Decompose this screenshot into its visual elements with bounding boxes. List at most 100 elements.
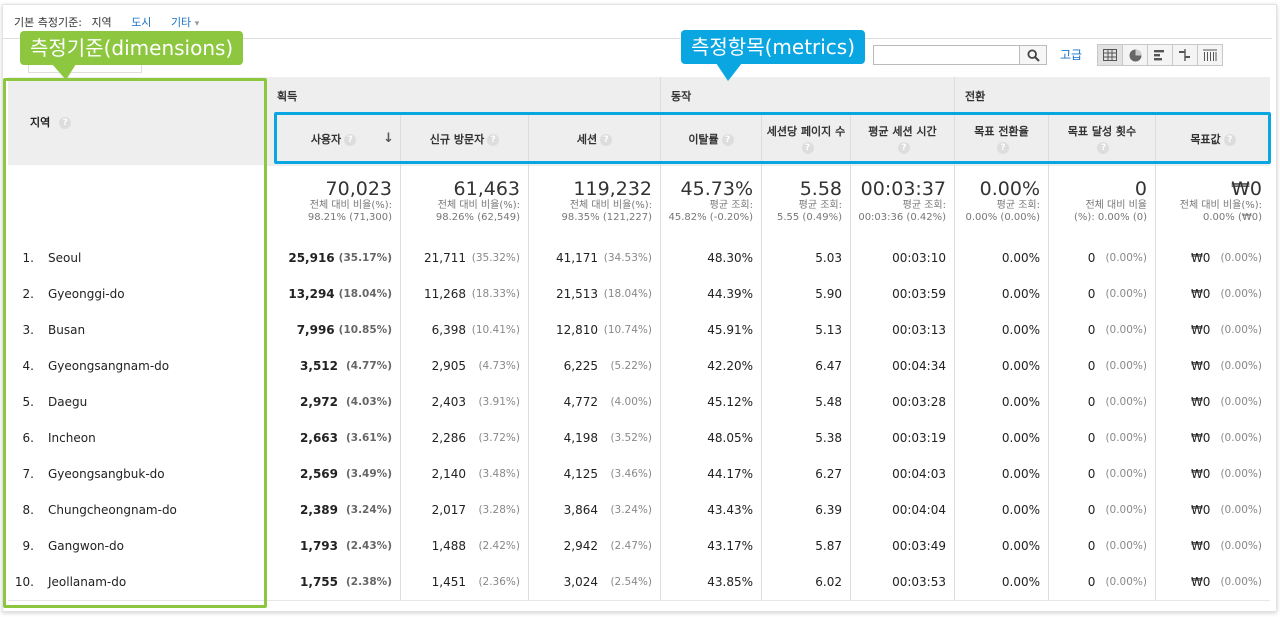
header-bounce-rate[interactable]: 이탈률? xyxy=(661,113,762,166)
cell-value: 7,996 xyxy=(296,323,335,337)
table-row: 7. Gyeongsangbuk-do 2,569 (3.49%) 2,140 (3.48… xyxy=(8,456,1270,493)
cell-sessions: 12,810 (10.74%) xyxy=(529,312,661,348)
cell-value: 5.13 xyxy=(815,323,842,337)
help-icon[interactable]: ? xyxy=(1223,133,1236,146)
cell-value: 2,017 xyxy=(431,503,466,517)
help-icon[interactable]: ? xyxy=(344,133,357,146)
cell-sessions: 2,942 (2.47%) xyxy=(529,528,661,564)
total-sub-label: 전체 대비 비율(%): xyxy=(309,200,392,211)
advanced-filter-link[interactable]: 고급 xyxy=(1060,48,1083,62)
cell-value: 2,286 xyxy=(431,431,466,445)
cell-value: 0 xyxy=(1087,575,1096,589)
header-sessions-label: 세션 xyxy=(576,132,598,146)
cell-percent: (0.00%) xyxy=(1220,360,1262,372)
search-input[interactable] xyxy=(873,45,1019,65)
region-link[interactable]: Incheon xyxy=(48,431,96,445)
region-link[interactable]: Gyeongsangnam-do xyxy=(48,359,170,373)
dimension-column-header[interactable]: 지역? xyxy=(8,77,268,165)
cell-value: 0 xyxy=(1087,287,1096,301)
pie-view-button[interactable] xyxy=(1122,44,1148,66)
comparison-view-button[interactable] xyxy=(1172,44,1198,66)
cell-avg-session-duration: 00:03:53 xyxy=(851,564,955,600)
cell-percent: (0.00%) xyxy=(1220,468,1262,480)
header-users[interactable]: 사용자? ↓ xyxy=(267,113,401,166)
cell-goal-value: ₩0 (0.00%) xyxy=(1156,276,1270,312)
region-link[interactable]: Jeollanam-do xyxy=(48,575,127,589)
header-avg-session-duration[interactable]: 평균 세션 시간? xyxy=(851,113,955,166)
cell-goal-completions: 0 (0.00%) xyxy=(1049,312,1156,348)
help-icon[interactable]: ? xyxy=(897,141,910,154)
bar-view-button[interactable] xyxy=(1147,44,1173,66)
cell-value: 6.39 xyxy=(815,503,842,517)
cell-value: 0 xyxy=(1087,431,1096,445)
search-button[interactable] xyxy=(1019,45,1047,65)
cell-users: 2,389 (3.24%) xyxy=(267,492,401,528)
cell-value: 6.02 xyxy=(815,575,842,589)
header-goal-value[interactable]: 목표값? xyxy=(1156,113,1270,166)
header-goal-completions[interactable]: 목표 달성 횟수? xyxy=(1049,113,1156,166)
cell-percent: (18.04%) xyxy=(338,288,392,300)
cell-value: 0 xyxy=(1087,395,1096,409)
cell-value: ₩0 xyxy=(1190,539,1211,553)
help-icon[interactable]: ? xyxy=(721,133,734,146)
cell-percent: (0.00%) xyxy=(1220,540,1262,552)
region-link[interactable]: Busan xyxy=(48,323,86,337)
help-icon[interactable]: ? xyxy=(997,141,1009,154)
pivot-view-button[interactable] xyxy=(1197,44,1223,66)
header-new-users[interactable]: 신규 방문자? xyxy=(401,113,529,166)
dimension-link-city[interactable]: 도시 xyxy=(131,16,152,29)
cell-percent: (3.28%) xyxy=(478,504,520,516)
region-link[interactable]: Gangwon-do xyxy=(48,539,124,553)
table-row: 8. Chungcheongnam-do 2,389 (3.24%) 2,017 (3.2… xyxy=(8,492,1270,529)
cell-goal-value: ₩0 (0.00%) xyxy=(1156,240,1270,276)
cell-avg-session-duration: 00:04:03 xyxy=(851,456,955,492)
table-view-button[interactable] xyxy=(1097,44,1123,66)
cell-value: 0 xyxy=(1087,251,1096,265)
cell-new-users: 1,451 (2.36%) xyxy=(401,564,529,600)
metrics-callout: 측정항목(metrics) xyxy=(681,30,866,64)
dimension-link-other-label: 기타 xyxy=(170,16,192,29)
cell-value: 45.12% xyxy=(707,395,753,409)
comparison-view-icon xyxy=(1179,49,1190,61)
cell-value: 5.48 xyxy=(815,395,842,409)
cell-value: 43.17% xyxy=(707,539,753,553)
cell-percent: (2.47%) xyxy=(610,540,652,552)
cell-value: 3,512 xyxy=(300,359,338,373)
help-icon[interactable]: ? xyxy=(487,133,500,146)
total-sub-value: 0.00% (0.00%) xyxy=(965,212,1040,223)
cell-sessions: 4,125 (3.46%) xyxy=(529,456,661,492)
sort-descending-icon[interactable]: ↓ xyxy=(383,131,394,146)
row-index: 9. xyxy=(22,539,34,553)
cell-percent: (0.00%) xyxy=(1105,540,1147,552)
help-icon[interactable]: ? xyxy=(600,133,613,146)
primary-dimension-region[interactable]: 지역 xyxy=(91,16,112,29)
help-icon[interactable]: ? xyxy=(59,117,72,129)
row-index: 7. xyxy=(22,467,34,481)
cell-pages-per-session: 5.38 xyxy=(762,420,851,456)
dimension-link-other[interactable]: 기타 ▾ xyxy=(171,16,199,29)
cell-value: 6.27 xyxy=(815,467,842,481)
help-icon[interactable]: ? xyxy=(801,141,814,154)
cell-goal-conversion-rate: 0.00% xyxy=(955,528,1049,564)
region-link[interactable]: Gyeonggi-do xyxy=(48,287,125,301)
cell-value: 3,864 xyxy=(563,503,598,517)
help-icon[interactable]: ? xyxy=(1097,141,1110,154)
cell-bounce-rate: 44.39% xyxy=(661,276,762,312)
region-link[interactable]: Chungcheongnam-do xyxy=(48,503,177,517)
region-link[interactable]: Gyeongsangbuk-do xyxy=(48,467,165,481)
cell-new-users: 2,403 (3.91%) xyxy=(401,384,529,420)
cell-pages-per-session: 6.02 xyxy=(762,564,851,600)
cell-goal-completions: 0 (0.00%) xyxy=(1049,348,1156,384)
cell-percent: (3.61%) xyxy=(345,432,392,444)
header-goal-conversion-rate[interactable]: 목표 전환율? xyxy=(955,113,1049,166)
header-sessions[interactable]: 세션? xyxy=(529,113,661,166)
region-link[interactable]: Seoul xyxy=(48,251,82,265)
cell-value: 43.85% xyxy=(707,575,753,589)
header-pages-per-session[interactable]: 세션당 페이지 수? xyxy=(762,113,851,166)
total-value: 70,023 xyxy=(325,178,392,200)
metric-group-header-row: 획득 동작 전환 xyxy=(267,77,1270,114)
cell-goal-completions: 0 (0.00%) xyxy=(1049,528,1156,564)
cell-value: 2,569 xyxy=(300,467,338,481)
cell-goal-conversion-rate: 0.00% xyxy=(955,384,1049,420)
region-link[interactable]: Daegu xyxy=(48,395,88,409)
